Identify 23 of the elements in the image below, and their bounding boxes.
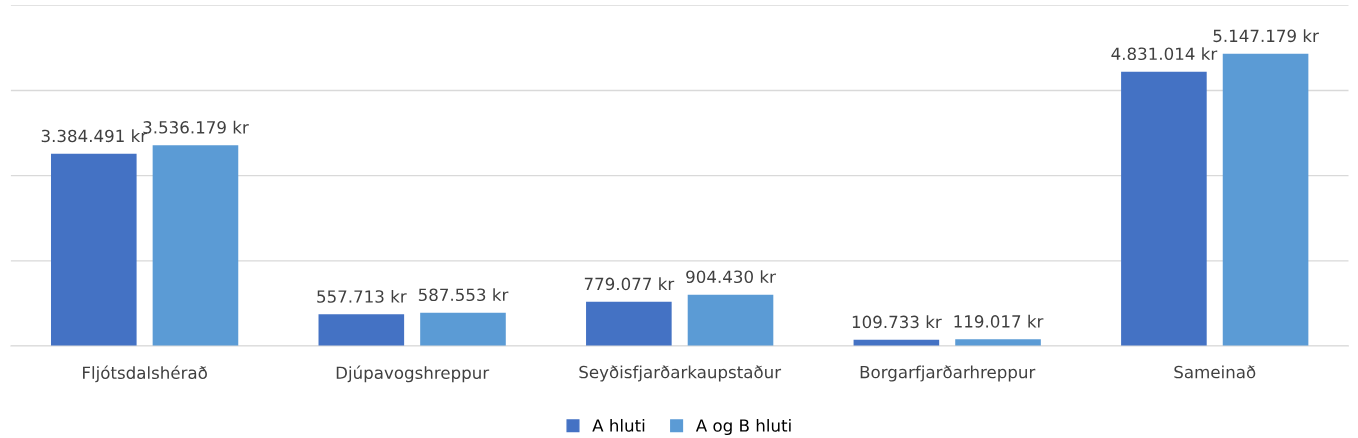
x-tick-label: Djúpavogshreppur (336, 365, 490, 383)
bar (152, 145, 239, 347)
data-label: 4.831.014 kr (1111, 47, 1218, 61)
data-label: 587.553 kr (418, 288, 509, 302)
x-tick-label: Borgarfjarðarhreppur (860, 365, 1036, 382)
legend-label: A og B hluti (695, 418, 791, 436)
bar (318, 314, 405, 347)
x-tick-label: Fljótsdalshérað (83, 365, 207, 383)
bar (420, 312, 506, 347)
data-label: 557.713 kr (317, 289, 407, 303)
data-label: 119.017 kr (954, 314, 1044, 328)
x-tick-label: Seyðisfjarðarkaupstaður (579, 365, 782, 382)
bar (1121, 71, 1207, 347)
bar (1222, 53, 1309, 347)
x-tick-label: Sameinað (1174, 365, 1256, 379)
data-label: 904.430 kr (686, 270, 776, 284)
bar (586, 301, 672, 347)
data-label: 779.077 kr (584, 277, 675, 291)
bar (50, 153, 137, 347)
bar (687, 294, 774, 347)
legend-label: A hluti (592, 418, 645, 432)
data-label: 5.147.179 kr (1213, 29, 1319, 43)
data-label: 109.733 kr (852, 315, 942, 329)
